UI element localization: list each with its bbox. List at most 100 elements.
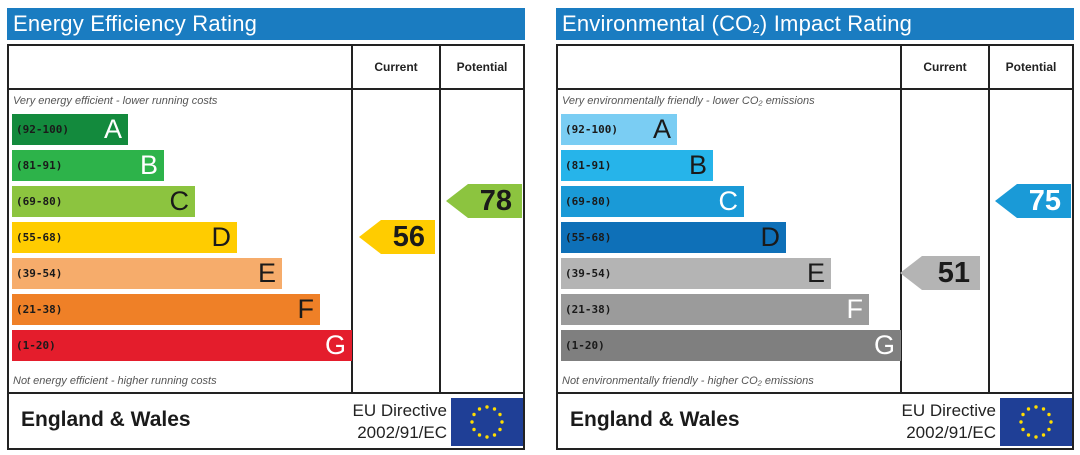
- band-f: (21-38) F: [12, 294, 320, 325]
- potential-column-header: Potential: [1005, 60, 1057, 74]
- eu-flag-icon: [1000, 398, 1072, 446]
- band-a: (92-100) A: [12, 114, 128, 145]
- band-range-label: (69-80): [565, 195, 612, 208]
- energy-rating-frame: Current Potential Very energy efficient …: [7, 44, 525, 450]
- energy-potential-value: 78: [479, 184, 512, 217]
- environmental-potential-arrow: 75: [995, 184, 1071, 218]
- eu-directive-label: EU Directive 2002/91/EC: [317, 400, 447, 444]
- band-letter: D: [760, 222, 781, 252]
- eu-star: [1041, 433, 1046, 437]
- band-range-label: (81-91): [565, 159, 612, 172]
- band-g: (1-20) G: [12, 330, 352, 361]
- band-letter: E: [806, 258, 825, 288]
- eu-directive-label: EU Directive 2002/91/EC: [866, 400, 996, 444]
- band-letter: D: [211, 222, 232, 252]
- band-range-label: (92-100): [565, 123, 618, 136]
- environmental-current-value: 51: [937, 256, 970, 289]
- band-b: (81-91) B: [561, 150, 713, 181]
- band-range-label: (81-91): [16, 159, 63, 172]
- eu-star: [1034, 435, 1038, 439]
- eu-star: [1049, 420, 1053, 424]
- band-letter: G: [324, 330, 346, 360]
- band-letter: G: [873, 330, 895, 360]
- eu-star: [492, 433, 497, 437]
- eu-star: [500, 420, 504, 424]
- band-letter: F: [297, 294, 315, 324]
- title-subscript: 2: [752, 21, 760, 36]
- efficient-note: Very energy efficient - lower running co…: [13, 95, 218, 107]
- band-letter: C: [169, 186, 190, 216]
- environmental-rating-frame: Current Potential Very environmentally f…: [556, 44, 1074, 450]
- band-e: (39-54) E: [561, 258, 831, 289]
- eu-star: [492, 407, 497, 411]
- band-range-label: (39-54): [16, 267, 63, 280]
- energy-current-arrow: 56: [359, 220, 435, 254]
- energy-efficiency-panel: Energy Efficiency Rating Current Potenti…: [7, 8, 525, 450]
- energy-current-value: 56: [392, 220, 425, 253]
- eu-star: [1021, 427, 1025, 432]
- band-c: (69-80) C: [12, 186, 195, 217]
- band-letter: B: [139, 150, 158, 180]
- eu-star: [1026, 407, 1031, 411]
- current-column-header: Current: [374, 60, 418, 74]
- title-suffix: ) Impact Rating: [759, 11, 913, 36]
- directive-line-2: 2002/91/EC: [906, 423, 996, 442]
- band-range-label: (55-68): [565, 231, 612, 244]
- band-f: (21-38) F: [561, 294, 869, 325]
- eu-star: [472, 427, 476, 432]
- band-letter: A: [103, 114, 122, 144]
- environmental-panel-title: Environmental (CO2) Impact Rating: [556, 8, 1074, 40]
- eu-star: [477, 433, 482, 437]
- energy-panel-title: Energy Efficiency Rating: [7, 8, 525, 40]
- header-divider: [9, 88, 523, 90]
- band-a: (92-100) A: [561, 114, 677, 145]
- eu-star: [472, 412, 476, 417]
- eu-star: [1041, 407, 1046, 411]
- band-letter: E: [257, 258, 276, 288]
- environmental-current-arrow: 51: [900, 256, 980, 290]
- eu-star: [1034, 405, 1038, 409]
- band-letter: B: [688, 150, 707, 180]
- band-letter: A: [652, 114, 671, 144]
- band-g: (1-20) G: [561, 330, 901, 361]
- band-d: (55-68) D: [561, 222, 786, 253]
- energy-potential-arrow: 78: [446, 184, 522, 218]
- current-column-divider: [900, 46, 902, 394]
- eu-star: [1047, 427, 1051, 432]
- potential-column-divider: [988, 46, 990, 394]
- band-range-label: (55-68): [16, 231, 63, 244]
- region-label: England & Wales: [570, 408, 740, 431]
- band-e: (39-54) E: [12, 258, 282, 289]
- band-range-label: (39-54): [565, 267, 612, 280]
- environmental-impact-panel: Environmental (CO2) Impact Rating Curren…: [556, 8, 1074, 450]
- band-range-label: (21-38): [565, 303, 612, 316]
- band-d: (55-68) D: [12, 222, 237, 253]
- eu-star: [485, 435, 489, 439]
- header-divider: [558, 88, 1072, 90]
- eu-star: [485, 405, 489, 409]
- band-c: (69-80) C: [561, 186, 744, 217]
- band-letter: F: [846, 294, 864, 324]
- footer-divider: [558, 392, 1072, 394]
- eu-star: [470, 420, 474, 424]
- band-range-label: (21-38): [16, 303, 63, 316]
- eu-star: [477, 407, 482, 411]
- eu-flag-icon: [451, 398, 523, 446]
- directive-line-1: EU Directive: [352, 401, 447, 420]
- title-prefix: Environmental (CO: [562, 11, 753, 36]
- band-range-label: (92-100): [16, 123, 69, 136]
- band-b: (81-91) B: [12, 150, 164, 181]
- potential-column-header: Potential: [456, 60, 508, 74]
- eu-star: [498, 412, 502, 417]
- eu-star: [1019, 420, 1023, 424]
- current-column-divider: [351, 46, 353, 394]
- eu-star: [1021, 412, 1025, 417]
- footer-divider: [9, 392, 523, 394]
- directive-line-1: EU Directive: [901, 401, 996, 420]
- directive-line-2: 2002/91/EC: [357, 423, 447, 442]
- eu-star: [498, 427, 502, 432]
- region-label: England & Wales: [21, 408, 191, 431]
- eu-star: [1026, 433, 1031, 437]
- friendly-note: Very environmentally friendly - lower CO…: [562, 95, 815, 107]
- band-range-label: (1-20): [565, 339, 605, 352]
